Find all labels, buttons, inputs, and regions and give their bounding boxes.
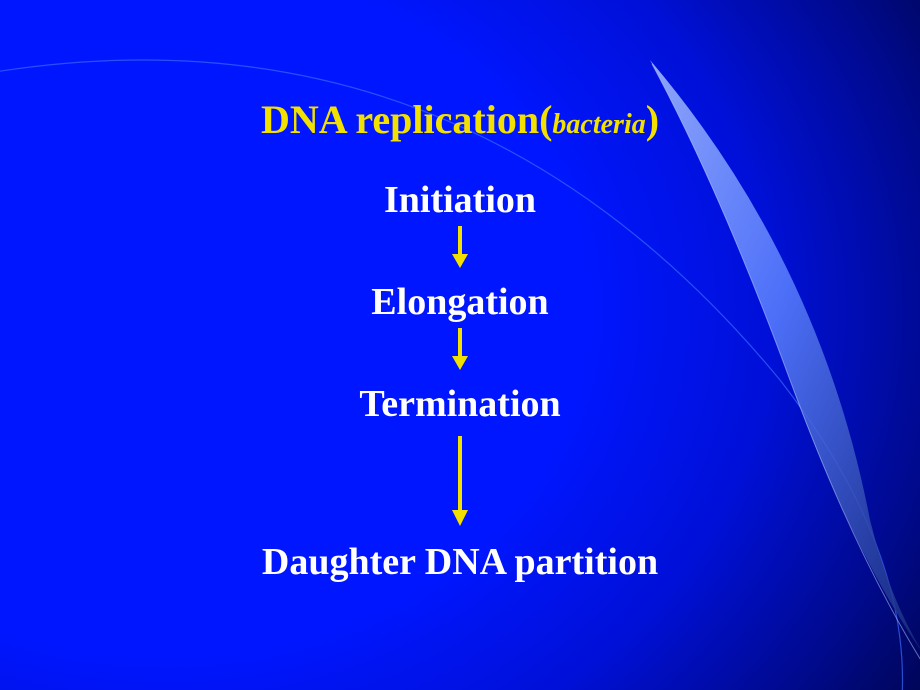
step-daughter-partition: Daughter DNA partition [0, 540, 920, 584]
slide-background: DNA replication(bacteria) Initiation Elo… [0, 0, 920, 690]
step-label: Elongation [371, 281, 548, 323]
title-main: DNA replication( [261, 97, 552, 142]
title-bacteria: bacteria [552, 109, 645, 140]
step-label: Termination [359, 383, 560, 425]
step-termination: Termination [0, 382, 920, 426]
arrow-icon [450, 226, 470, 268]
arrow-icon [450, 436, 470, 526]
title-close: ) [646, 97, 659, 142]
step-initiation: Initiation [0, 178, 920, 222]
step-label: Daughter DNA partition [262, 541, 658, 583]
arrow-icon [450, 328, 470, 370]
step-label: Initiation [384, 179, 536, 221]
slide-title: DNA replication(bacteria) [0, 96, 920, 143]
step-elongation: Elongation [0, 280, 920, 324]
